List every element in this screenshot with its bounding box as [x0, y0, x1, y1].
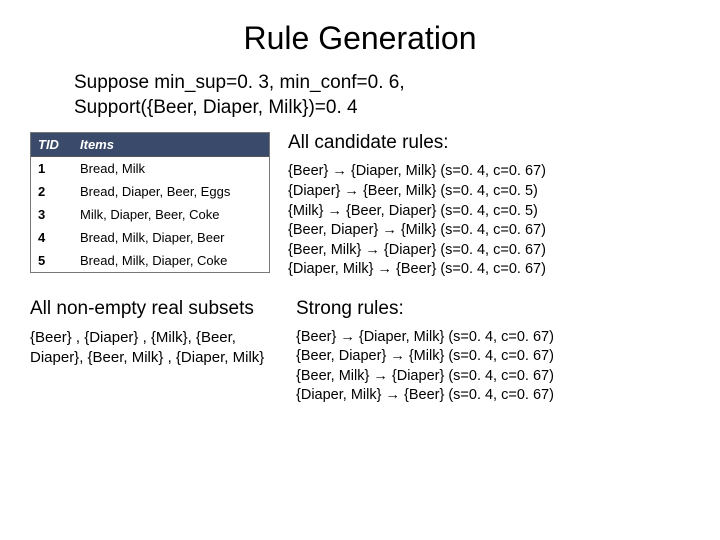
transactions-table-wrapper: TID Items 1 Bread, Milk 2 Bread, Diaper,…: [30, 132, 270, 273]
premise-line-2: Support({Beer, Diaper, Milk})=0. 4: [74, 96, 690, 121]
subsets-text: {Beer} , {Diaper} , {Milk}, {Beer, Diape…: [30, 328, 286, 369]
table-row: 2 Bread, Diaper, Beer, Eggs: [31, 180, 269, 203]
cell-items: Bread, Milk: [73, 157, 269, 181]
rule-line: {Beer} → {Diaper, Milk} (s=0. 4, c=0. 67…: [296, 328, 690, 348]
table-header-row: TID Items: [31, 133, 269, 157]
rule-line: {Beer, Diaper} → {Milk} (s=0. 4, c=0. 67…: [296, 347, 690, 367]
col-header-items: Items: [73, 133, 269, 157]
premise-block: Suppose min_sup=0. 3, min_conf=0. 6, Sup…: [74, 71, 690, 120]
cell-items: Bread, Milk, Diaper, Coke: [73, 249, 269, 272]
subsets-heading: All non-empty real subsets: [30, 298, 286, 320]
table-row: 4 Bread, Milk, Diaper, Beer: [31, 226, 269, 249]
strong-rules-list: {Beer} → {Diaper, Milk} (s=0. 4, c=0. 67…: [296, 328, 690, 406]
rule-line: {Beer, Milk} → {Diaper} (s=0. 4, c=0. 67…: [296, 367, 690, 387]
rule-line: {Diaper} → {Beer, Milk} (s=0. 4, c=0. 5): [288, 182, 690, 202]
cell-tid: 2: [31, 180, 73, 203]
table-row: 1 Bread, Milk: [31, 157, 269, 181]
strong-rules-heading: Strong rules:: [296, 298, 690, 320]
rule-line: {Diaper, Milk} → {Beer} (s=0. 4, c=0. 67…: [288, 260, 690, 280]
col-header-tid: TID: [31, 133, 73, 157]
transactions-table: TID Items 1 Bread, Milk 2 Bread, Diaper,…: [31, 133, 269, 272]
rule-line: {Beer} → {Diaper, Milk} (s=0. 4, c=0. 67…: [288, 162, 690, 182]
rule-line: {Diaper, Milk} → {Beer} (s=0. 4, c=0. 67…: [296, 386, 690, 406]
cell-tid: 4: [31, 226, 73, 249]
cell-items: Milk, Diaper, Beer, Coke: [73, 203, 269, 226]
rule-line: {Beer, Milk} → {Diaper} (s=0. 4, c=0. 67…: [288, 241, 690, 261]
table-row: 5 Bread, Milk, Diaper, Coke: [31, 249, 269, 272]
cell-tid: 1: [31, 157, 73, 181]
rule-line: {Milk} → {Beer, Diaper} (s=0. 4, c=0. 5): [288, 202, 690, 222]
rule-line: {Beer, Diaper} → {Milk} (s=0. 4, c=0. 67…: [288, 221, 690, 241]
table-row: 3 Milk, Diaper, Beer, Coke: [31, 203, 269, 226]
candidate-rules-heading: All candidate rules:: [288, 132, 690, 154]
cell-items: Bread, Milk, Diaper, Beer: [73, 226, 269, 249]
cell-tid: 3: [31, 203, 73, 226]
cell-items: Bread, Diaper, Beer, Eggs: [73, 180, 269, 203]
premise-line-1: Suppose min_sup=0. 3, min_conf=0. 6,: [74, 71, 690, 96]
candidate-rules-list: {Beer} → {Diaper, Milk} (s=0. 4, c=0. 67…: [288, 162, 690, 279]
slide-title: Rule Generation: [30, 20, 690, 57]
cell-tid: 5: [31, 249, 73, 272]
